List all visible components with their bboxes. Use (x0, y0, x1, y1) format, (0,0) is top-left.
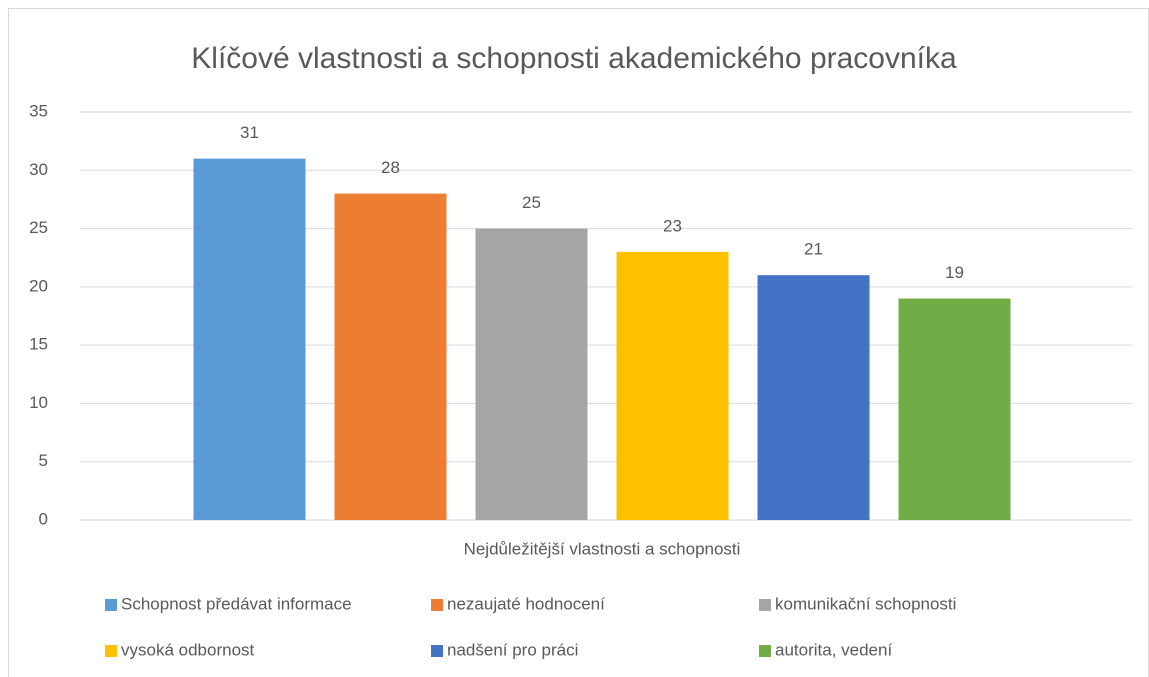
y-tick-label: 10 (29, 393, 48, 412)
legend-swatch (431, 599, 443, 611)
legend-swatch (759, 645, 771, 657)
data-label: 28 (381, 158, 400, 177)
data-label: 19 (945, 263, 964, 282)
legend-label: autorita, vedení (775, 640, 892, 659)
bar (193, 158, 306, 520)
chart-title: Klíčové vlastnosti a schopnosti akademic… (191, 42, 957, 75)
y-tick-label: 20 (29, 276, 48, 295)
legend-swatch (105, 599, 117, 611)
data-label: 31 (240, 123, 259, 142)
legend-label: nezaujaté hodnocení (447, 594, 605, 613)
legend-label: nadšení pro práci (447, 640, 578, 659)
legend-swatch (431, 645, 443, 657)
bar (616, 251, 729, 520)
data-label: 23 (663, 216, 682, 235)
y-tick-label: 25 (29, 218, 48, 237)
legend-label: vysoká odbornost (121, 640, 255, 659)
data-label: 21 (804, 240, 823, 259)
y-tick-label: 0 (39, 509, 48, 528)
bar (757, 275, 870, 520)
x-tick-label: Nejdůležitější vlastnosti a schopnosti (464, 539, 741, 558)
y-tick-label: 15 (29, 335, 48, 354)
legend-swatch (759, 599, 771, 611)
legend-swatch (105, 645, 117, 657)
y-tick-label: 30 (29, 160, 48, 179)
legend-label: komunikační schopnosti (775, 594, 956, 613)
bar (475, 228, 588, 521)
bar (334, 193, 447, 520)
legend-label: Schopnost předávat informace (121, 594, 352, 613)
y-tick-label: 35 (29, 101, 48, 120)
bar (898, 298, 1011, 520)
y-tick-label: 5 (39, 451, 48, 470)
data-label: 25 (522, 193, 541, 212)
